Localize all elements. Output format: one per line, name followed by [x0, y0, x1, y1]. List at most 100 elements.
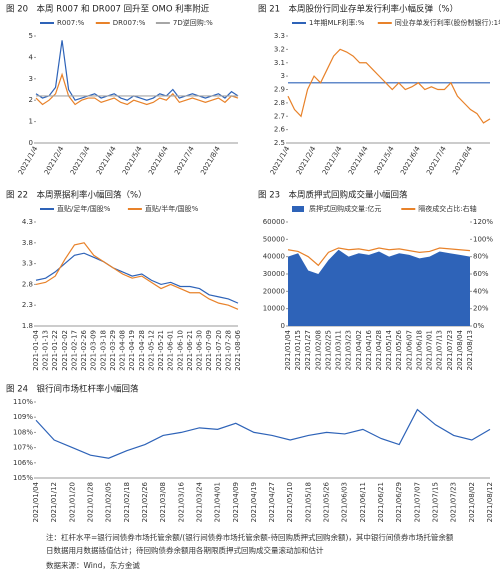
note: 日数据用月数据插值估计；待回购债券余额用各期限质押式回购成交量滚动加和估计: [46, 545, 324, 555]
x-tick-label: 2021/4/4: [95, 145, 118, 177]
x-tick-label: 2021/03/23: [345, 330, 353, 370]
chart-title: 图 23 本周质押式回购成交量小幅回落: [258, 190, 408, 201]
legend-label: 直贴/半年/国股%: [145, 204, 199, 213]
y-tick-label: 3.1: [274, 59, 285, 67]
y-tick-label: 30000: [263, 270, 285, 278]
x-tick-label: 2021/08/04: [456, 329, 464, 370]
x-tick-label: 2021/02/18: [123, 482, 131, 522]
y-tick-label: 105%: [13, 474, 33, 482]
legend-label: 质押式回购成交量:亿元: [309, 204, 381, 213]
x-tick-label: 2021-06-30: [196, 330, 204, 371]
line: [35, 72, 239, 106]
x-tick-label: 2021/06/03: [341, 482, 349, 522]
legend-label: 1年期MLF利率:%: [309, 18, 365, 27]
y-tick-label: 50000: [263, 235, 285, 243]
x-tick-label: 2021/6/4: [399, 145, 422, 177]
y-tick-label: 5: [29, 32, 33, 40]
x-tick-label: 2021/01/04: [284, 329, 292, 370]
chart-title: 图 21 本周股份行同业存单发行利率小幅反弹（%）: [258, 4, 458, 15]
x-tick-label: 2021/01/27: [304, 330, 312, 370]
x-tick-label: 2021/07/07: [413, 482, 421, 522]
x-tick-label: 2021-07-09: [205, 330, 213, 371]
x-tick-label: 2021/02/26: [141, 481, 149, 522]
x-tick-label: 2021-04-19: [128, 330, 136, 371]
x-tick-label: 2021/4/4: [347, 145, 370, 177]
y-tick-label: 2.5: [274, 139, 285, 147]
x-tick-label: 2021/04/28: [375, 330, 383, 370]
x-tick-label: 2021/02/25: [324, 330, 332, 370]
y-tick-label: 3.3: [274, 32, 285, 40]
y-tick-label: 4: [29, 53, 34, 61]
y2-tick-label: 100%: [473, 235, 493, 243]
x-tick-label: 2021/3/4: [321, 145, 344, 177]
x-tick-label: 2021-06-10: [176, 330, 184, 371]
line: [35, 252, 239, 304]
x-tick-label: 2021/06/18: [415, 330, 423, 370]
x-tick-label: 2021-04-08: [119, 330, 127, 371]
y2-tick-label: 20%: [473, 305, 489, 313]
y-tick-label: 20000: [263, 287, 285, 295]
y-tick-label: 3.8: [22, 239, 33, 247]
x-tick-label: 2021/1/4: [17, 145, 40, 177]
x-tick-label: 2021/05/18: [304, 482, 312, 522]
y-tick-label: 1: [29, 118, 33, 126]
x-tick-label: 2021/8/4: [199, 145, 222, 177]
y-tick-label: 40000: [263, 253, 285, 261]
y-tick-label: 60000: [263, 218, 285, 226]
x-tick-label: 2021-03-09: [90, 330, 98, 371]
y-tick-label: 1.8: [22, 322, 33, 330]
x-tick-label: 2021/5/4: [121, 145, 144, 177]
line: [35, 408, 491, 459]
legend-label: 7D逆回购:%: [173, 18, 213, 27]
area: [288, 249, 470, 326]
y-tick-label: 0: [281, 322, 285, 330]
x-tick-label: 2021/07/23: [446, 330, 454, 370]
source: 数据来源：Wind，东方金诚: [46, 560, 140, 570]
legend-label: R007:%: [57, 19, 85, 27]
x-tick-label: 2021/07/15: [432, 482, 440, 522]
y-tick-label: 3.3: [22, 260, 33, 268]
x-tick-label: 2021-04-28: [138, 330, 146, 371]
y2-tick-label: 120%: [473, 218, 493, 226]
chart-title: 图 20 本周 R007 和 DR007 回升至 OMO 利率附近: [6, 4, 210, 15]
legend-label: 同业存单发行利率(股份制银行):1年:%: [395, 18, 500, 27]
x-tick-label: 2021-07-28: [224, 330, 232, 371]
x-tick-label: 2021-03-29: [109, 330, 117, 371]
x-tick-label: 2021/05/26: [323, 481, 331, 522]
x-tick-label: 2021-01-13: [42, 330, 50, 371]
x-tick-label: 2021/06/29: [395, 482, 403, 522]
x-tick-label: 2021/03/11: [335, 330, 343, 370]
x-tick-label: 2021/04/19: [250, 482, 258, 522]
x-tick-label: 2021/04/02: [355, 330, 363, 370]
x-tick-label: 2021/07/23: [450, 482, 458, 522]
line: [287, 247, 471, 267]
x-tick-label: 2021/5/4: [373, 145, 396, 177]
x-tick-label: 2021/08/13: [466, 330, 474, 370]
y2-tick-label: 80%: [473, 253, 489, 261]
line: [35, 242, 239, 310]
x-tick-label: 2021/04/09: [232, 482, 240, 522]
x-tick-label: 2021-05-12: [147, 330, 155, 371]
x-tick-label: 2021/02/08: [314, 330, 322, 370]
x-tick-label: 2021/06/21: [377, 482, 385, 522]
x-tick-label: 2021/04/01: [214, 482, 222, 522]
y2-tick-label: 60%: [473, 270, 489, 278]
x-tick-label: 2021/03/08: [159, 482, 167, 522]
x-tick-label: 2021/07/13: [436, 330, 444, 370]
x-tick-label: 2021-08-06: [234, 329, 242, 370]
y-tick-label: 107%: [13, 444, 33, 452]
x-tick-label: 2021-02-26: [80, 329, 88, 370]
y-tick-label: 3: [281, 72, 285, 80]
x-tick-label: 2021/05/14: [385, 329, 393, 370]
y-tick-label: 10000: [263, 305, 285, 313]
x-tick-label: 2021/01/28: [86, 482, 94, 522]
y-tick-label: 110%: [13, 398, 33, 406]
y2-tick-label: 0%: [473, 322, 484, 330]
y-tick-label: 106%: [13, 459, 33, 467]
y-tick-label: 108%: [13, 428, 33, 436]
legend-swatch: [292, 206, 304, 212]
y-tick-label: 2.6: [274, 126, 286, 134]
legend-label: 直贴/足年/国股%: [57, 204, 111, 213]
line: [287, 48, 491, 124]
